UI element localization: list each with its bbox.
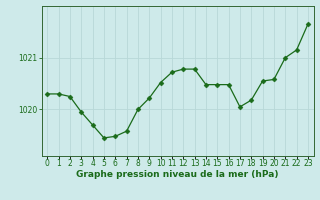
X-axis label: Graphe pression niveau de la mer (hPa): Graphe pression niveau de la mer (hPa) <box>76 170 279 179</box>
